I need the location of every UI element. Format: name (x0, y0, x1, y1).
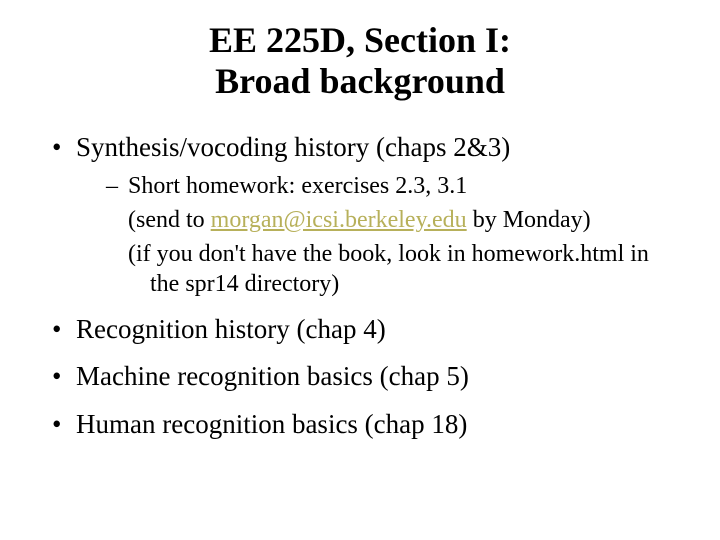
slide: EE 225D, Section I: Broad background Syn… (0, 0, 720, 540)
sub-dash-text: Short homework: exercises 2.3, 3.1 (128, 173, 467, 199)
title-line-1: EE 225D, Section I: (48, 20, 672, 61)
sub-send-line: (send to morgan@icsi.berkeley.edu by Mon… (106, 205, 672, 235)
slide-title: EE 225D, Section I: Broad background (48, 20, 672, 103)
email-link[interactable]: morgan@icsi.berkeley.edu (211, 207, 467, 233)
sub-note-line: (if you don't have the book, look in hom… (106, 239, 672, 299)
sub-list: Short homework: exercises 2.3, 3.1 (send… (76, 171, 672, 299)
send-prefix: (send to (128, 207, 211, 233)
bullet-item: Machine recognition basics (chap 5) (48, 360, 672, 394)
bullet-text: Synthesis/vocoding history (chaps 2&3) (76, 132, 510, 162)
send-suffix: by Monday) (467, 207, 591, 233)
bullet-text: Recognition history (chap 4) (76, 314, 386, 344)
bullet-text: Machine recognition basics (chap 5) (76, 361, 469, 391)
bullet-item: Recognition history (chap 4) (48, 313, 672, 347)
bullet-item: Human recognition basics (chap 18) (48, 408, 672, 442)
title-line-2: Broad background (48, 61, 672, 102)
bullet-list: Synthesis/vocoding history (chaps 2&3) S… (48, 131, 672, 442)
sub-note-text: (if you don't have the book, look in hom… (128, 241, 649, 297)
sub-dash-line: Short homework: exercises 2.3, 3.1 (106, 171, 672, 201)
bullet-text: Human recognition basics (chap 18) (76, 409, 467, 439)
bullet-item: Synthesis/vocoding history (chaps 2&3) S… (48, 131, 672, 299)
